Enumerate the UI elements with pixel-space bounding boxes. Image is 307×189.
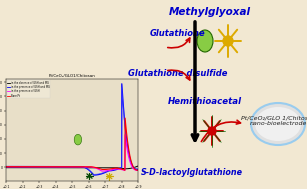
Title: Pt/CeO₂/GLO1/Chitosan: Pt/CeO₂/GLO1/Chitosan: [49, 74, 95, 78]
Text: Pt/CeO₂/GLO 1/Chitosan
nano-bioelectrode: Pt/CeO₂/GLO 1/Chitosan nano-bioelectrode: [241, 116, 307, 126]
Ellipse shape: [255, 107, 301, 141]
Circle shape: [208, 127, 216, 135]
Text: Glutathione: Glutathione: [150, 29, 206, 39]
Text: S-D-lactoylglutathione: S-D-lactoylglutathione: [141, 168, 243, 177]
Text: Methylglyoxal: Methylglyoxal: [169, 7, 251, 17]
Text: Glutathione disulfide: Glutathione disulfide: [128, 70, 228, 78]
Ellipse shape: [74, 134, 82, 145]
Text: Hemithioacetal: Hemithioacetal: [168, 98, 242, 106]
Circle shape: [223, 36, 233, 46]
Ellipse shape: [197, 30, 213, 52]
Ellipse shape: [251, 103, 305, 145]
Legend: in the absence of GSH and MG, in the presence of GSH and MG, in the presence of : in the absence of GSH and MG, in the pre…: [7, 80, 50, 98]
